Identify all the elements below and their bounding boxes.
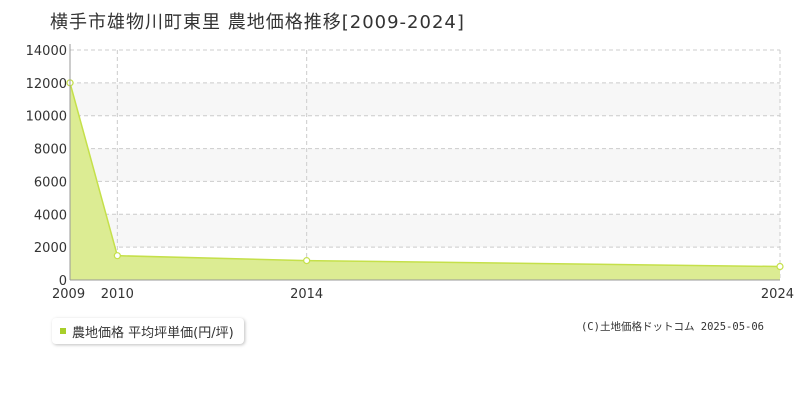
horizontal-gridlines — [70, 49, 780, 248]
y-tick-label: 0 — [59, 274, 67, 289]
y-tick-label: 8000 — [34, 143, 67, 158]
x-tick-labels: 2009 2010 2014 2024 — [52, 287, 794, 302]
axes — [69, 44, 780, 281]
data-point-marker — [113, 252, 121, 260]
data-point-marker — [776, 262, 784, 271]
background-band — [70, 82, 780, 116]
background-band — [70, 214, 780, 248]
legend-label: 農地価格 平均坪単価(円/坪) — [72, 325, 234, 341]
area-series — [69, 82, 781, 280]
y-tick-label: 4000 — [34, 208, 67, 223]
y-tick-label: 2000 — [34, 241, 67, 256]
y-tick-label: 12000 — [26, 77, 67, 92]
vertical-gridlines — [116, 50, 781, 280]
y-tick-label: 6000 — [34, 175, 67, 190]
legend-swatch — [60, 328, 66, 334]
series-area-fill — [70, 82, 780, 280]
copyright-notice: (C)土地価格ドットコム 2025-05-06 — [580, 321, 764, 333]
y-tick-labels: 0 2000 4000 6000 8000 10000 12000 14000 — [26, 44, 67, 289]
chart-title: 横手市雄物川町東里 農地価格推移[2009-2024] — [50, 12, 465, 33]
background-bands — [70, 82, 780, 248]
x-tick-label: 2014 — [290, 287, 323, 302]
x-tick-label: 2024 — [761, 287, 794, 302]
series-line — [69, 82, 781, 268]
x-tick-label: 2010 — [101, 287, 134, 302]
y-tick-label: 10000 — [26, 110, 67, 125]
x-tick-label: 2009 — [52, 287, 85, 302]
background-band — [70, 148, 780, 182]
legend: 農地価格 平均坪単価(円/坪) — [52, 318, 244, 344]
data-point-marker — [303, 257, 311, 265]
y-tick-label: 14000 — [26, 44, 67, 59]
